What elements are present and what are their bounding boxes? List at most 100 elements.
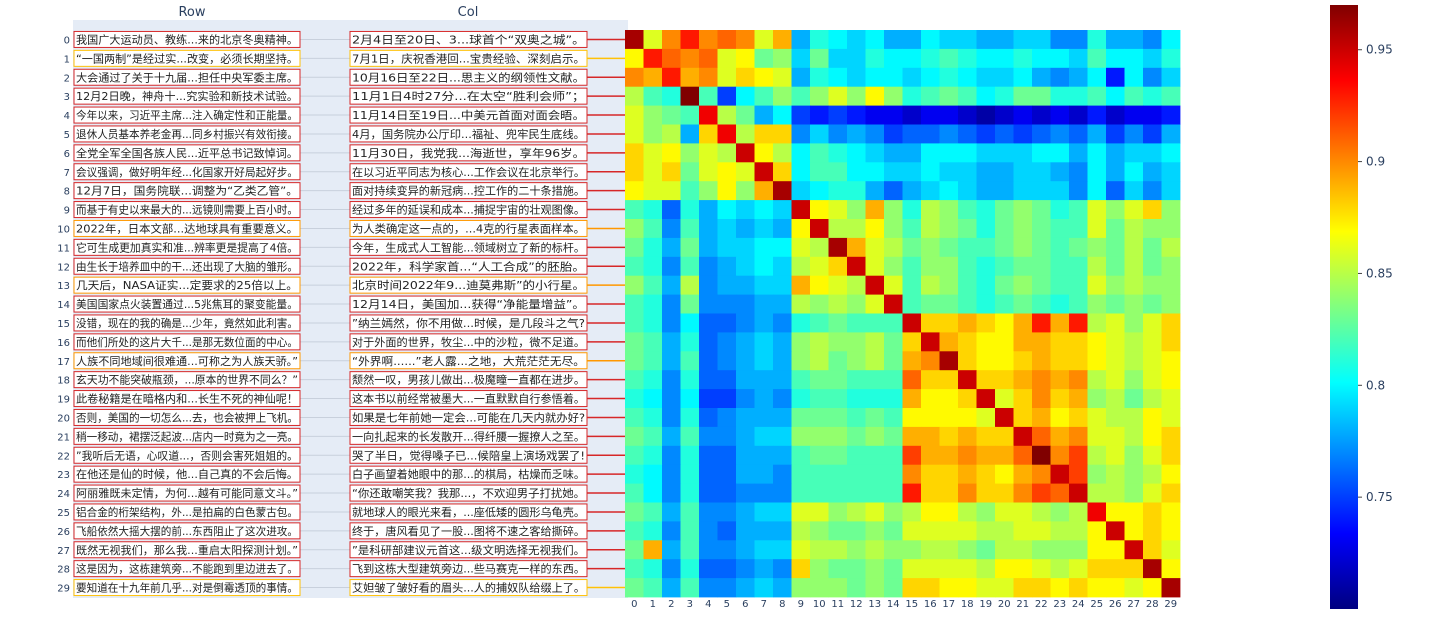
heatmap-cell	[625, 464, 644, 484]
heatmap-cell	[847, 521, 866, 541]
row-label-text: 几天后，NASA证实...定要求的25倍以上。	[76, 278, 298, 292]
heatmap-cell	[1050, 332, 1070, 352]
row-index-label: 17	[57, 357, 70, 368]
heatmap-cell	[958, 219, 977, 239]
heatmap-cell	[1069, 502, 1088, 522]
heatmap-cell	[939, 200, 959, 220]
col-label-text: ”纳兰嫣然，你不用做...时候，是几段斗之气?	[352, 316, 585, 330]
heatmap-cell	[995, 105, 1014, 125]
heatmap-cell	[680, 124, 700, 144]
heatmap-cell	[625, 578, 644, 598]
heatmap-cell	[662, 86, 681, 106]
heatmap-cell	[902, 559, 922, 579]
heatmap-cell	[1069, 124, 1088, 144]
heatmap-cell	[717, 105, 737, 125]
heatmap-cell	[921, 351, 940, 371]
heatmap-cell	[662, 389, 681, 409]
heatmap-cell	[884, 408, 903, 428]
heatmap-cell	[625, 237, 644, 258]
heatmap-cell	[1124, 219, 1144, 239]
heatmap-cell	[921, 502, 940, 522]
heatmap-cell	[921, 332, 940, 352]
heatmap-cell	[680, 143, 700, 163]
heatmap-cell	[1050, 408, 1070, 428]
col-label-text: “外界啊......”老人露...之地，大荒茫茫无尽。	[352, 354, 585, 368]
heatmap-cell	[791, 464, 811, 484]
heatmap-cell	[1032, 86, 1051, 106]
heatmap-cell	[1143, 464, 1162, 484]
heatmap-cell	[773, 445, 792, 466]
heatmap-cell	[1087, 426, 1107, 447]
heatmap-cell	[939, 237, 959, 258]
heatmap-cell	[1032, 559, 1051, 579]
col-label-box	[349, 560, 588, 578]
heatmap-cell	[754, 200, 774, 220]
heatmap-cell	[939, 181, 959, 201]
heatmap-cell	[939, 578, 959, 598]
row-label-text: 而基于有史以来最大的...远镜则需要上百小时。	[76, 203, 298, 217]
heatmap-cell	[1032, 389, 1051, 409]
heatmap-cell	[1124, 540, 1144, 560]
row-index-label: 10	[57, 224, 70, 235]
heatmap-cell	[1143, 521, 1162, 541]
heatmap-cell	[828, 219, 848, 239]
heatmap-cell	[754, 578, 774, 598]
heatmap-cell	[1106, 483, 1125, 503]
heatmap-cell	[1106, 445, 1125, 466]
heatmap-cell	[1032, 162, 1051, 182]
heatmap-cell	[625, 483, 644, 503]
heatmap-cell	[1013, 313, 1033, 333]
heatmap-cell	[1106, 256, 1125, 277]
heatmap-cell	[847, 578, 866, 598]
heatmap-cell	[865, 294, 885, 314]
heatmap-cell	[884, 502, 903, 522]
heatmap-cell	[1087, 105, 1107, 125]
heatmap-cell	[828, 464, 848, 484]
heatmap-cell	[1050, 48, 1070, 69]
heatmap-cell	[939, 426, 959, 447]
heatmap-cell	[1106, 408, 1125, 428]
heatmap-cell	[699, 483, 718, 503]
heatmap-cell	[884, 521, 903, 541]
heatmap-cell	[939, 370, 959, 390]
row-label-box	[73, 333, 301, 351]
heatmap-cell	[699, 351, 718, 371]
heatmap-cell	[1069, 389, 1088, 409]
heatmap-cell	[1032, 540, 1051, 560]
heatmap-cell	[1032, 30, 1051, 50]
heatmap-cell	[1161, 256, 1181, 277]
x-tick-label: 7	[761, 599, 767, 610]
heatmap-cell	[699, 124, 718, 144]
heatmap-cell	[773, 351, 792, 371]
heatmap-cell	[1143, 389, 1162, 409]
heatmap-cell	[699, 332, 718, 352]
heatmap-cell	[865, 408, 885, 428]
x-tick-label: 29	[1164, 599, 1177, 610]
col-label-box	[349, 182, 588, 200]
heatmap-cell	[884, 200, 903, 220]
heatmap-cell	[921, 370, 940, 390]
heatmap-cell	[865, 370, 885, 390]
col-label-text: 白子画望着她眼中的那...的棋局，枯燥而乏味。	[352, 467, 585, 481]
heatmap-cell	[699, 370, 718, 390]
heatmap-cell	[865, 200, 885, 220]
heatmap-cell	[939, 275, 959, 295]
heatmap-cell	[995, 408, 1014, 428]
heatmap-cell	[754, 389, 774, 409]
heatmap-cell	[736, 464, 755, 484]
heatmap-cell	[754, 143, 774, 163]
heatmap-cell	[939, 256, 959, 277]
heatmap-cell	[1087, 143, 1107, 163]
heatmap-cell	[699, 426, 718, 447]
heatmap-cell	[1087, 237, 1107, 258]
heatmap-cell	[1143, 332, 1162, 352]
heatmap-cell	[699, 445, 718, 466]
heatmap-cell	[995, 219, 1014, 239]
heatmap-cell	[976, 294, 996, 314]
heatmap-cell	[1106, 124, 1125, 144]
heatmap-cell	[995, 237, 1014, 258]
heatmap-cell	[976, 124, 996, 144]
heatmap-cell	[625, 313, 644, 333]
row-index-label: 12	[57, 262, 70, 273]
heatmap-cell	[1161, 578, 1181, 598]
